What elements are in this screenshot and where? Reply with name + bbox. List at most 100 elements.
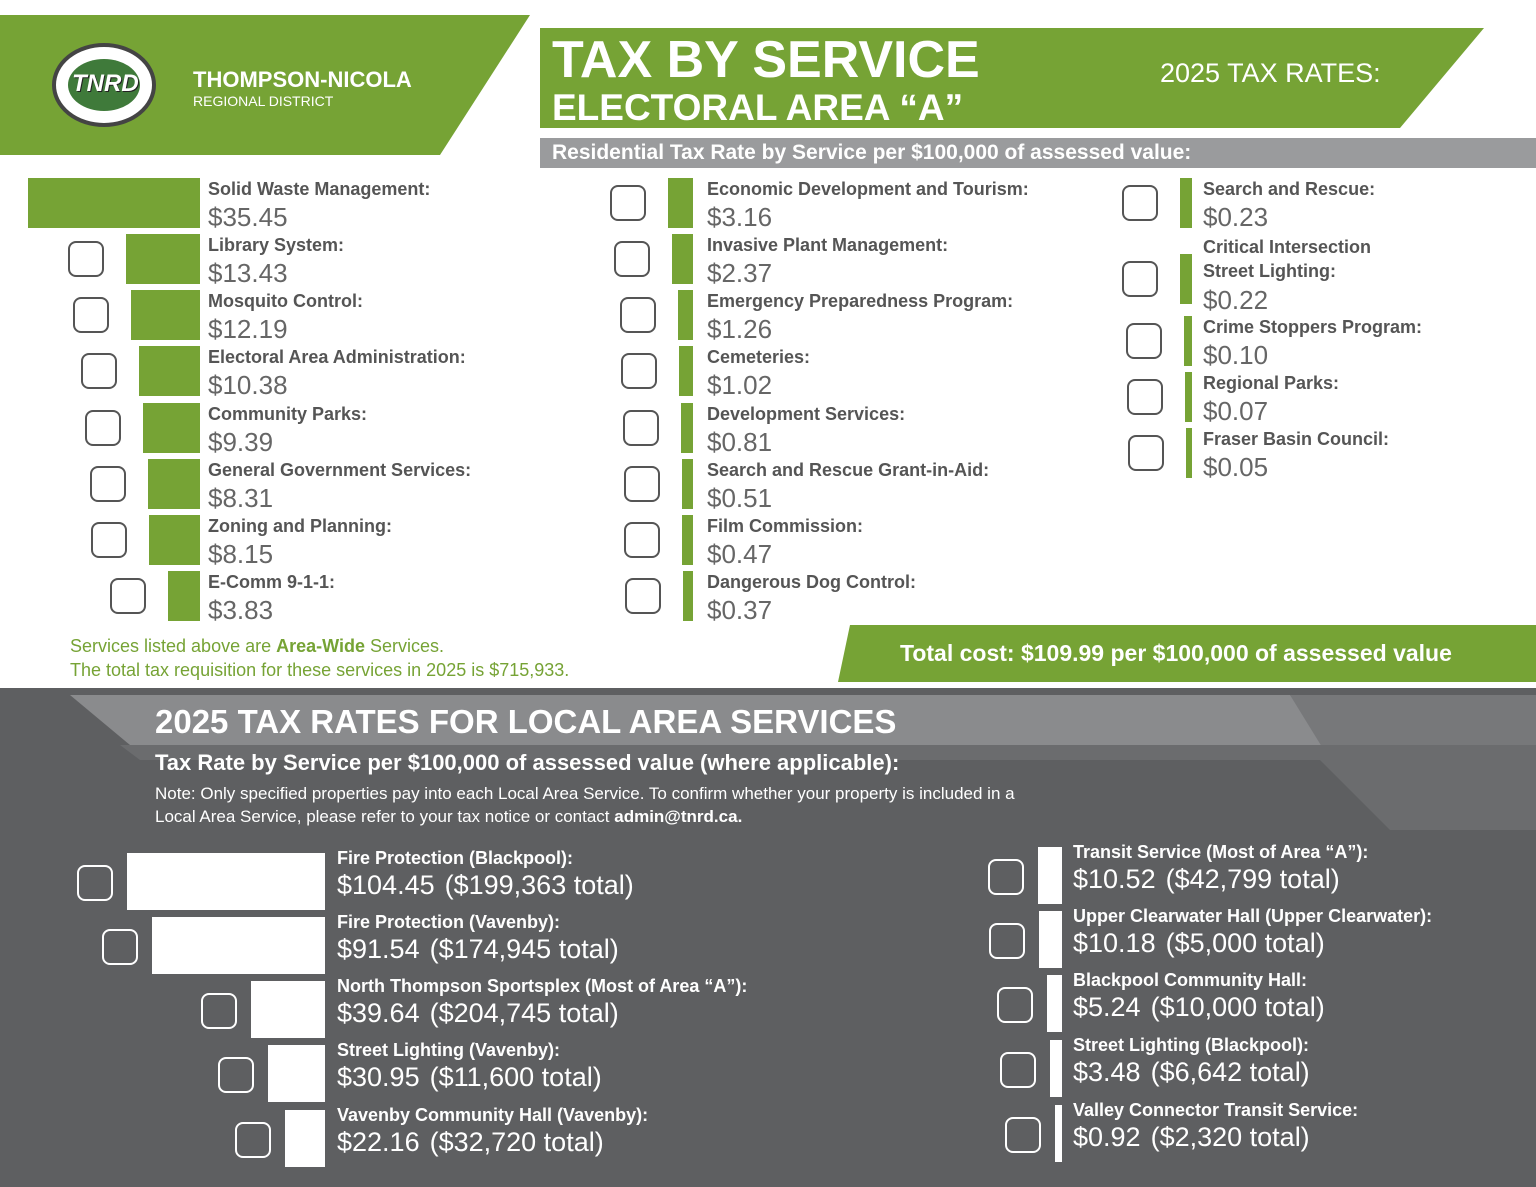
service-value: $10.18 ($5,000 total) — [1073, 927, 1325, 959]
org-name: THOMPSON-NICOLA — [193, 67, 412, 92]
icon — [76, 865, 113, 901]
bar — [1038, 911, 1062, 968]
value-label: $30.95 — [337, 1062, 420, 1092]
icon — [90, 466, 127, 502]
icon — [101, 929, 138, 965]
icon — [622, 410, 659, 446]
service-value: $0.22 — [1203, 285, 1269, 315]
org-sub: REGIONAL DISTRICT — [193, 93, 334, 109]
service-name: Fraser Basin Council: — [1203, 429, 1390, 449]
service-name: Regional Parks: — [1203, 373, 1340, 393]
value-label: $91.54 — [337, 934, 420, 964]
total-label: ($204,745 total) — [429, 998, 619, 1028]
service-value: $0.37 — [707, 595, 773, 625]
icon — [234, 1122, 271, 1158]
bar — [682, 515, 693, 565]
value-label: $10.52 — [1073, 864, 1156, 894]
service-name: Valley Connector Transit Service: — [1073, 1100, 1359, 1120]
bar — [678, 290, 693, 340]
service-value: $1.26 — [707, 314, 773, 344]
service-value: $0.07 — [1203, 396, 1269, 426]
note-bold: admin@tnrd.ca. — [614, 807, 743, 826]
local-title: 2025 TAX RATES FOR LOCAL AREA SERVICES — [155, 703, 897, 740]
icon — [67, 241, 104, 277]
service-value: $91.54 ($174,945 total) — [337, 933, 619, 965]
service-value: $9.39 — [208, 427, 274, 457]
service-name: E-Comm 9-1-1: — [208, 572, 336, 592]
icon — [1128, 435, 1165, 471]
icon — [625, 578, 661, 614]
service-value: $22.16 ($32,720 total) — [337, 1126, 604, 1158]
service-name: Fire Protection (Vavenby): — [337, 912, 561, 932]
service-value: $12.19 — [208, 314, 288, 344]
icon — [201, 993, 238, 1029]
icon — [1122, 261, 1159, 297]
service-value: $35.45 — [208, 202, 288, 232]
service-name: Library System: — [208, 235, 345, 255]
service-value: $3.83 — [208, 595, 274, 625]
icon — [621, 353, 658, 389]
value-label: $10.18 — [1073, 928, 1156, 958]
icon — [85, 410, 122, 446]
value-label: $5.24 — [1073, 992, 1141, 1022]
rates-label: 2025 TAX RATES: — [1160, 58, 1381, 88]
service-name: Vavenby Community Hall (Vavenby): — [337, 1105, 649, 1125]
logo-text: TNRD — [72, 70, 139, 97]
service-value: $0.92 ($2,320 total) — [1073, 1121, 1310, 1153]
bar — [1180, 178, 1192, 228]
local-caption: Tax Rate by Service per $100,000 of asse… — [155, 750, 900, 775]
icon — [218, 1057, 255, 1093]
service-name: Street Lighting (Blackpool): — [1073, 1035, 1309, 1055]
icon — [1004, 1117, 1041, 1153]
service-name: Crime Stoppers Program: — [1203, 317, 1423, 337]
title: TAX BY SERVICE — [552, 31, 980, 89]
service-value: $0.10 — [1203, 340, 1269, 370]
service-value: $13.43 — [208, 258, 288, 288]
service-value: $3.48 ($6,642 total) — [1073, 1056, 1310, 1088]
total-label: ($6,642 total) — [1150, 1057, 1310, 1087]
note-text: Services listed above are — [70, 636, 277, 656]
service-name: Invasive Plant Management: — [707, 235, 949, 255]
value-label: $39.64 — [337, 998, 420, 1028]
value-label: $22.16 — [337, 1127, 420, 1157]
icon — [81, 353, 118, 389]
bar — [1047, 975, 1062, 1032]
note-text: Services. — [364, 636, 444, 656]
service-name: Street Lighting (Vavenby): — [337, 1040, 561, 1060]
service-value: $8.15 — [208, 539, 274, 569]
area-note: Services listed above are Area-Wide Serv… — [70, 636, 444, 657]
service-name: Emergency Preparedness Program: — [707, 291, 1014, 311]
value-label: $0.92 — [1073, 1122, 1141, 1152]
bar — [1037, 847, 1062, 904]
service-name: Search and Rescue Grant-in-Aid: — [707, 460, 990, 480]
service-name: Film Commission: — [707, 516, 864, 536]
bar — [27, 178, 200, 228]
icon — [988, 923, 1025, 959]
bar — [680, 403, 693, 453]
service-name: Solid Waste Management: — [208, 179, 431, 199]
icon — [1000, 1052, 1037, 1088]
total-label: ($199,363 total) — [444, 870, 634, 900]
bar — [168, 571, 200, 621]
icon — [1122, 185, 1159, 221]
service-name: Blackpool Community Hall: — [1073, 970, 1308, 990]
icon — [1127, 379, 1164, 415]
service-value: $39.64 ($204,745 total) — [337, 997, 619, 1029]
service-value: $30.95 ($11,600 total) — [337, 1061, 602, 1093]
note-bold: Area-Wide — [276, 636, 365, 656]
local-note: Note: Only specified properties pay into… — [155, 782, 1055, 828]
service-value: $10.52 ($42,799 total) — [1073, 863, 1340, 895]
bar — [139, 346, 200, 396]
service-name: Electoral Area Administration: — [208, 347, 466, 367]
icon — [620, 297, 657, 333]
icon — [624, 466, 661, 502]
icon — [1126, 323, 1163, 359]
service-value: $10.38 — [208, 370, 288, 400]
bar — [1185, 372, 1192, 422]
bar — [126, 853, 325, 910]
subtitle: ELECTORAL AREA “A” — [552, 87, 964, 128]
icon — [997, 987, 1034, 1023]
value-label: $3.48 — [1073, 1057, 1141, 1087]
service-name: Fire Protection (Blackpool): — [337, 848, 574, 868]
